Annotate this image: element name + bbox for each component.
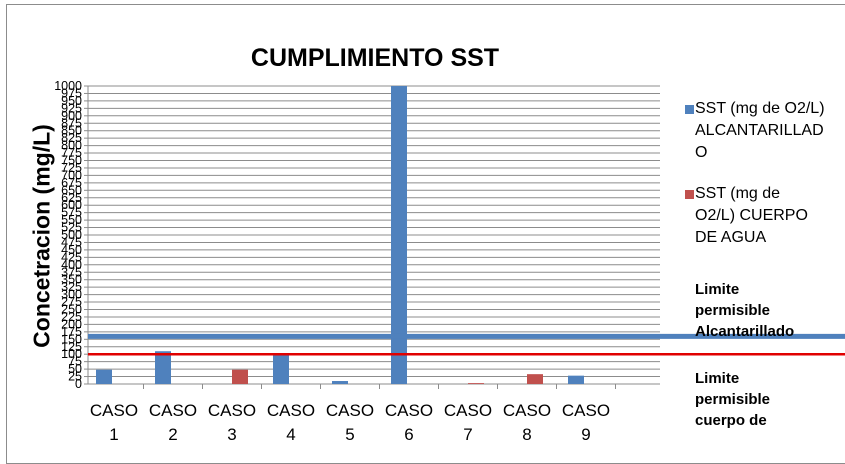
x-tick-label: CASO: [208, 401, 256, 420]
legend-entry-label: permisible: [695, 302, 771, 319]
bar-alcantarillado: [155, 351, 171, 384]
y-tick-label: 175: [61, 325, 82, 339]
y-tick-label: 500: [61, 228, 82, 242]
y-tick-label: 0: [75, 377, 82, 391]
legend-entry-label: SST (mg de O2/L): [695, 100, 825, 117]
y-tick-label: 100: [61, 347, 82, 361]
y-tick-label: 650: [61, 183, 82, 197]
x-tick-label: 1: [109, 425, 118, 444]
x-tick-label: CASO: [326, 401, 374, 420]
y-tick-label: 950: [61, 94, 82, 108]
y-tick-label: 900: [61, 109, 82, 123]
y-tick-label: 850: [61, 124, 82, 138]
bar-alcantarillado: [568, 375, 584, 384]
y-tick-label: 75: [68, 355, 82, 369]
y-tick-label: 275: [61, 295, 82, 309]
legend-entry-label: DE AGUA: [695, 229, 767, 246]
x-tick-label: CASO: [149, 401, 197, 420]
y-tick-label: 625: [61, 191, 82, 205]
legend-entry-label: SST (mg de: [695, 185, 781, 202]
y-tick-label: 675: [61, 176, 82, 190]
y-tick-label: 925: [61, 101, 82, 115]
y-tick-label: 200: [61, 317, 82, 331]
x-tick-label: CASO: [562, 401, 610, 420]
x-tick-label: 8: [522, 425, 531, 444]
y-tick-label: 975: [61, 86, 82, 100]
x-tick-label: CASO: [385, 401, 433, 420]
y-tick-label: 1000: [54, 79, 82, 93]
y-tick-label: 450: [61, 243, 82, 257]
x-tick-label: 4: [286, 425, 295, 444]
bar-alcantarillado: [96, 369, 112, 384]
chart-plot: 0255075100125150175200225250275300325350…: [54, 79, 845, 444]
y-tick-label: 775: [61, 146, 82, 160]
x-tick-label: CASO: [503, 401, 551, 420]
legend-entry-label: permisible: [695, 391, 771, 408]
legend-entry-label: O: [695, 144, 708, 161]
y-tick-label: 325: [61, 280, 82, 294]
legend-entry-label: Limite: [695, 281, 740, 298]
y-tick-label: 600: [61, 198, 82, 212]
y-tick-label: 525: [61, 221, 82, 235]
x-tick-label: 7: [463, 425, 472, 444]
x-tick-label: CASO: [267, 401, 315, 420]
y-tick-label: 475: [61, 235, 82, 249]
y-tick-label: 425: [61, 250, 82, 264]
y-tick-label: 150: [61, 332, 82, 346]
bar-cuerpo-de-agua: [232, 369, 248, 384]
legend-entry-label: ALCANTARILLAD: [695, 122, 824, 139]
x-tick-label: 6: [404, 425, 413, 444]
y-tick-label: 750: [61, 154, 82, 168]
legend-swatch: [685, 105, 694, 114]
x-tick-label: 2: [168, 425, 177, 444]
legend-entry-label: Alcantarillado: [695, 323, 795, 340]
y-tick-label: 575: [61, 206, 82, 220]
bar-alcantarillado: [332, 381, 348, 384]
y-tick-label: 825: [61, 131, 82, 145]
y-tick-label: 550: [61, 213, 82, 227]
y-tick-label: 875: [61, 116, 82, 130]
x-tick-label: CASO: [90, 401, 138, 420]
y-tick-label: 350: [61, 273, 82, 287]
y-tick-label: 725: [61, 161, 82, 175]
legend-entry-label: cuerpo de: [695, 412, 767, 429]
x-tick-label: 3: [227, 425, 236, 444]
y-tick-label: 400: [61, 258, 82, 272]
y-tick-label: 25: [68, 370, 82, 384]
y-tick-label: 250: [61, 303, 82, 317]
y-tick-label: 375: [61, 265, 82, 279]
legend-entry-label: Limite: [695, 370, 740, 387]
legend-entry-label: O2/L) CUERPO: [695, 207, 808, 224]
y-tick-label: 800: [61, 139, 82, 153]
y-tick-label: 300: [61, 288, 82, 302]
y-tick-label: 50: [68, 362, 82, 376]
x-tick-label: 9: [581, 425, 590, 444]
x-tick-label: CASO: [444, 401, 492, 420]
bar-alcantarillado: [391, 86, 407, 384]
y-tick-label: 125: [61, 340, 82, 354]
y-tick-label: 700: [61, 168, 82, 182]
x-tick-label: 5: [345, 425, 354, 444]
y-tick-label: 225: [61, 310, 82, 324]
chart-title: CUMPLIMIENTO SST: [250, 44, 500, 72]
bar-alcantarillado: [273, 354, 289, 384]
bar-cuerpo-de-agua: [527, 374, 543, 384]
legend-swatch: [685, 190, 694, 199]
bar-cuerpo-de-agua: [468, 383, 484, 384]
